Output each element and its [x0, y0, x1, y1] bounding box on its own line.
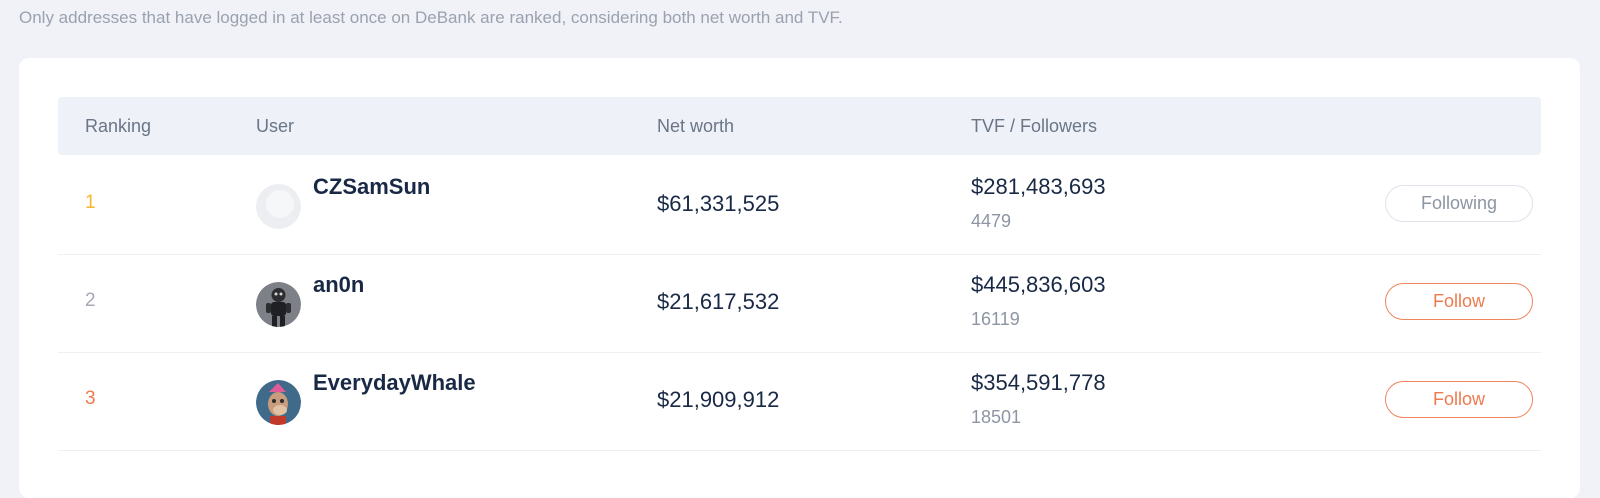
user-avatar[interactable] [256, 282, 301, 327]
user-avatar[interactable] [256, 184, 301, 229]
rank-number: 2 [85, 290, 96, 311]
rank-number: 1 [85, 192, 96, 213]
avatar-figure-icon [256, 282, 301, 327]
tvf-value: $281,483,693 [971, 174, 1106, 199]
avatar-ape-icon [256, 380, 301, 425]
ranking-card: Ranking User Net worth TVF / Followers 1… [19, 58, 1580, 498]
net-worth-value: $21,909,912 [657, 387, 780, 412]
net-worth-value: $61,331,525 [657, 191, 780, 216]
tvf-value: $354,591,778 [971, 370, 1106, 395]
user-name[interactable]: an0n [313, 272, 365, 297]
header-tvf-followers: TVF / Followers [971, 116, 1098, 136]
avatar-blank-icon [256, 184, 301, 229]
user-name[interactable]: EverydayWhale [313, 370, 476, 395]
tvf-value: $445,836,603 [971, 272, 1106, 297]
header-net-worth: Net worth [657, 116, 735, 136]
user-name[interactable]: CZSamSun [313, 174, 431, 199]
user-avatar[interactable] [256, 380, 301, 425]
follow-button[interactable]: Follow [1385, 283, 1533, 320]
header-user: User [256, 116, 295, 136]
followers-count: 16119 [971, 309, 1020, 329]
table-row[interactable]: 1 CZSamSun $61,331,525 $281,483,693 4479… [58, 155, 1541, 255]
following-button[interactable]: Following [1385, 185, 1533, 222]
table-header: Ranking User Net worth TVF / Followers [58, 97, 1541, 155]
net-worth-value: $21,617,532 [657, 289, 780, 314]
header-ranking: Ranking [85, 116, 152, 136]
followers-count: 18501 [971, 407, 1022, 427]
table-row[interactable]: 3 EverydayWhale $21,909,912 $354,591,778… [58, 351, 1541, 451]
follow-button[interactable]: Follow [1385, 381, 1533, 418]
followers-count: 4479 [971, 211, 1012, 231]
ranking-note: Only addresses that have logged in at le… [19, 8, 843, 27]
table-row[interactable]: 2 an0n $21,617,532 $445,836,603 16119 Fo… [58, 253, 1541, 353]
rank-number: 3 [85, 388, 96, 409]
